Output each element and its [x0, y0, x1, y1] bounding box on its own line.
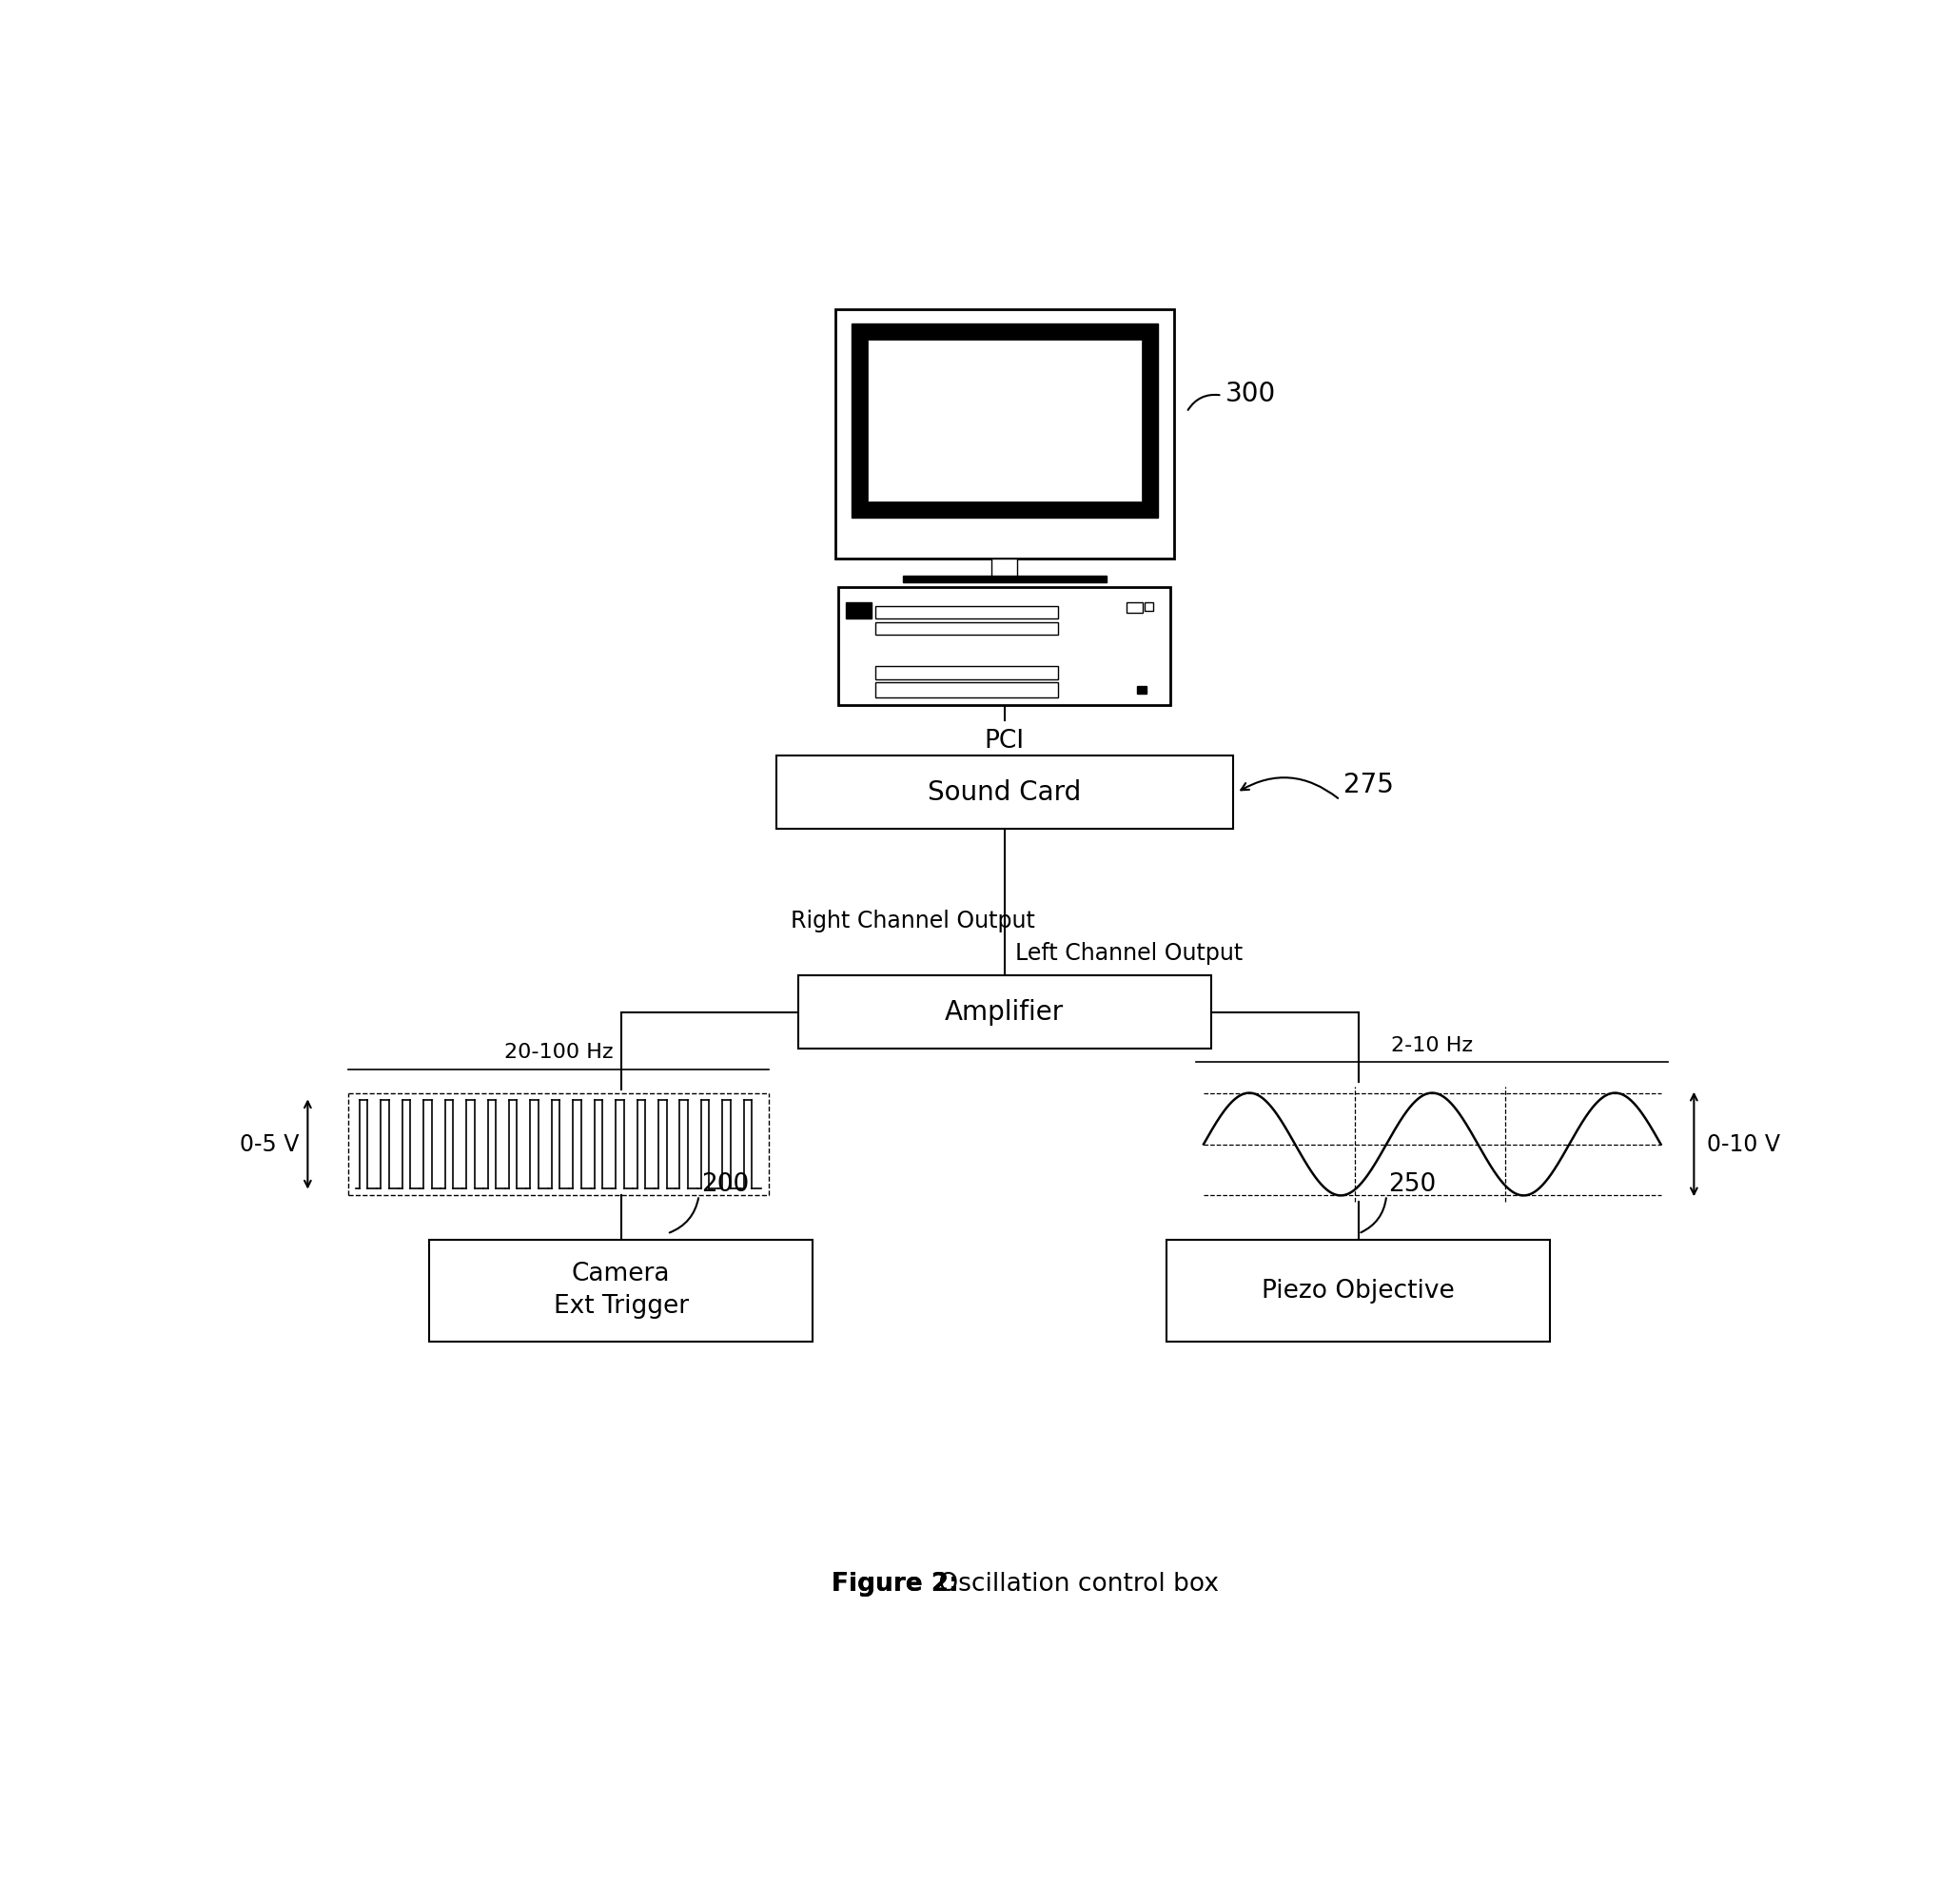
Text: Piezo Objective: Piezo Objective	[1262, 1279, 1454, 1304]
Bar	[992, 558, 1017, 577]
Text: 2-10 Hz: 2-10 Hz	[1392, 1035, 1474, 1054]
Text: 300: 300	[1225, 381, 1276, 407]
Text: 0-5 V: 0-5 V	[239, 1132, 298, 1155]
Bar	[876, 607, 1058, 618]
Bar	[1127, 601, 1143, 613]
Bar	[904, 575, 1105, 582]
Bar	[876, 683, 1058, 696]
Text: Sound Card: Sound Card	[927, 778, 1082, 805]
Bar	[429, 1239, 813, 1342]
Bar	[835, 308, 1174, 558]
Text: Left Channel Output: Left Channel Output	[1015, 942, 1243, 965]
Text: 250: 250	[1390, 1172, 1437, 1197]
Bar	[876, 666, 1058, 679]
Text: Oscillation control box: Oscillation control box	[931, 1572, 1219, 1597]
Text: Figure 2: Oscillation control box: Figure 2: Oscillation control box	[806, 1572, 1203, 1597]
Bar	[851, 324, 1158, 518]
Bar	[1166, 1239, 1550, 1342]
Text: Figure 2:: Figure 2:	[831, 1572, 958, 1597]
Bar	[1137, 687, 1147, 693]
Text: 20-100 Hz: 20-100 Hz	[504, 1043, 613, 1062]
Bar	[847, 601, 872, 618]
Bar	[1145, 601, 1152, 611]
Bar	[504, 1559, 1535, 1610]
Text: Camera
Ext Trigger: Camera Ext Trigger	[553, 1262, 688, 1319]
Text: 275: 275	[1345, 773, 1394, 799]
Bar	[876, 622, 1058, 634]
Text: Right Channel Output: Right Channel Output	[790, 910, 1035, 932]
Text: PCI: PCI	[984, 729, 1025, 754]
Bar	[868, 341, 1141, 502]
Bar	[839, 588, 1170, 704]
Text: 0-10 V: 0-10 V	[1707, 1132, 1780, 1155]
Bar	[776, 755, 1233, 830]
Text: Amplifier: Amplifier	[945, 999, 1064, 1026]
Text: Figure 2:: Figure 2:	[831, 1572, 958, 1597]
Text: 200: 200	[702, 1172, 749, 1197]
Bar	[798, 976, 1211, 1049]
